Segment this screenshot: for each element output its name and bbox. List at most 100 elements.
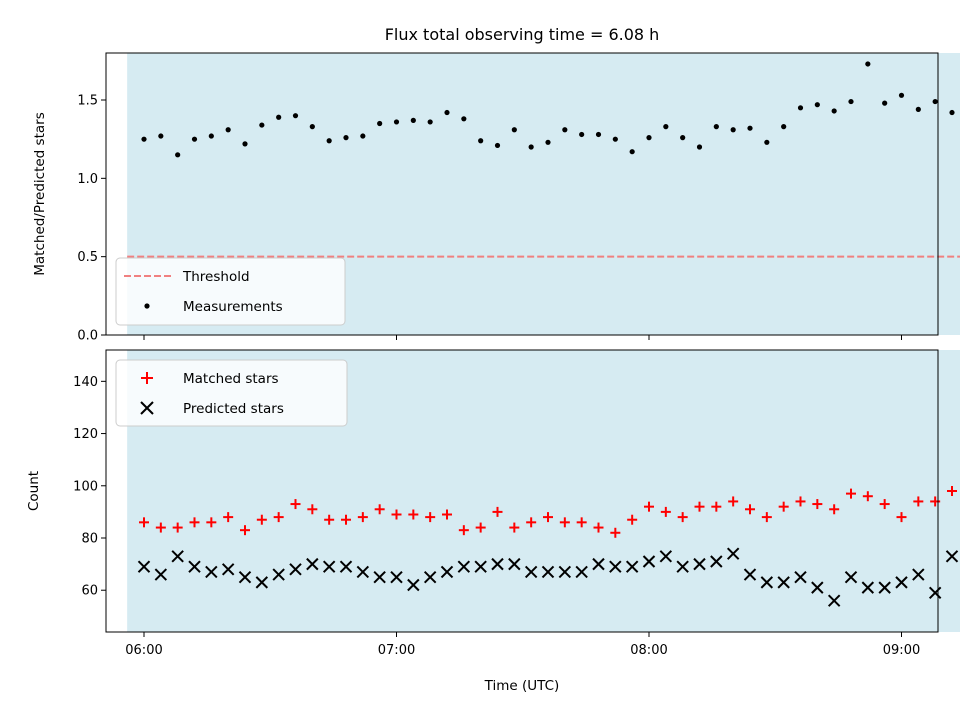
y-tick-label: 80 xyxy=(81,532,98,547)
top-panel: 0.0 0.5 1.0 1.5 Flux total observing time =… xyxy=(32,25,960,344)
predicted-star-point xyxy=(541,565,555,579)
predicted-star-point xyxy=(339,560,353,573)
measurement-point xyxy=(831,108,837,114)
predicted-star-point xyxy=(423,570,437,584)
matched-star-point xyxy=(711,501,722,512)
measurement-point xyxy=(377,120,383,127)
matched-star-point xyxy=(644,501,654,512)
matched-star-point xyxy=(374,504,385,515)
predicted-legend-swatch xyxy=(140,401,154,415)
measurement-point xyxy=(326,138,332,144)
measurement-point xyxy=(949,109,955,116)
predicted-star-point xyxy=(457,560,471,573)
measurement-point xyxy=(545,139,551,145)
predicted-star-point xyxy=(609,560,622,573)
matched-star-point xyxy=(593,522,604,533)
matched-star-point xyxy=(778,501,789,512)
top-legend: Threshold Measurements xyxy=(115,257,346,326)
predicted-star-point xyxy=(676,560,689,573)
top-y-axis-label: Matched/Predicted stars xyxy=(32,112,48,275)
matched-star-point xyxy=(341,514,351,525)
y-tick-label: 60 xyxy=(81,584,98,599)
predicted-star-point xyxy=(322,560,336,573)
measurement-point xyxy=(730,127,736,133)
measurement-point xyxy=(141,136,147,142)
predicted-star-point xyxy=(373,570,386,584)
predicted-star-point xyxy=(440,565,454,579)
predicted-star-point xyxy=(726,547,740,560)
matched-star-point xyxy=(610,527,621,538)
measurement-point xyxy=(865,61,871,67)
matched-star-point xyxy=(139,517,149,528)
y-tick-label: 0.5 xyxy=(77,250,98,265)
predicted-star-point xyxy=(508,557,521,571)
predicted-star-point xyxy=(575,565,588,579)
predicted-star-point xyxy=(642,555,656,568)
y-tick-label: 140 xyxy=(73,375,98,390)
measurement-point xyxy=(175,152,181,158)
matched-star-point xyxy=(812,499,823,510)
matched-star-point xyxy=(745,504,755,515)
predicted-star-point xyxy=(659,550,673,563)
matched-legend-label: Matched stars xyxy=(183,371,279,387)
predicted-star-point xyxy=(928,586,942,600)
predicted-star-point xyxy=(221,563,235,576)
matched-star-point xyxy=(240,525,250,536)
matched-star-point xyxy=(829,504,840,515)
matched-star-point xyxy=(256,514,267,525)
predicted-star-point xyxy=(743,568,757,581)
measurement-point xyxy=(562,127,568,133)
predicted-star-point xyxy=(861,581,875,594)
measurement-point xyxy=(461,116,467,122)
measurement-point xyxy=(444,109,450,116)
measurement-point xyxy=(680,135,686,141)
measurement-point xyxy=(898,92,905,98)
predicted-star-point xyxy=(895,576,908,589)
predicted-star-point xyxy=(491,557,504,571)
x-tick-label: 09:00 xyxy=(883,643,920,658)
matched-star-point xyxy=(846,488,856,499)
measurement-point xyxy=(882,100,888,106)
measurement-point xyxy=(595,131,602,138)
matched-star-point xyxy=(795,496,806,507)
measurements-points xyxy=(141,61,955,158)
measurement-point xyxy=(276,114,282,120)
measurement-point xyxy=(393,119,400,125)
predicted-legend-label: Predicted stars xyxy=(183,401,284,417)
predicted-star-point xyxy=(592,557,605,571)
x-tick-label: 07:00 xyxy=(378,643,415,658)
matched-star-point xyxy=(324,514,335,525)
predicted-star-point xyxy=(205,565,218,579)
measurement-point xyxy=(427,119,433,125)
matched-star-point xyxy=(694,501,705,512)
measurement-point xyxy=(612,136,618,142)
matched-star-point xyxy=(526,517,537,528)
bottom-y-axis-label: Count xyxy=(26,471,42,511)
bottom-y-ticks: 60 80 100 120 140 xyxy=(73,375,106,599)
matched-star-point xyxy=(206,517,217,528)
matched-star-point xyxy=(475,522,486,533)
y-tick-label: 1.5 xyxy=(77,94,98,109)
bottom-legend: Matched stars Predicted stars xyxy=(115,359,348,427)
measurement-point xyxy=(848,98,854,105)
measurement-point xyxy=(242,141,248,147)
y-tick-label: 1.0 xyxy=(77,172,98,187)
measurement-point xyxy=(747,125,753,131)
predicted-star-point xyxy=(289,563,302,576)
matched-star-point xyxy=(155,522,166,533)
predicted-star-point xyxy=(844,570,858,584)
matched-star-point xyxy=(290,499,301,510)
predicted-star-point xyxy=(760,576,774,589)
measurement-point xyxy=(494,142,501,149)
bottom-legend-box xyxy=(115,359,348,427)
matched-star-point xyxy=(307,504,318,515)
measurement-point xyxy=(764,139,770,145)
measurements-legend-label: Measurements xyxy=(183,299,283,315)
predicted-star-point xyxy=(945,550,959,563)
matched-star-point xyxy=(458,525,469,536)
predicted-star-point xyxy=(811,581,824,594)
matched-star-point xyxy=(627,514,638,525)
measurement-point xyxy=(343,135,349,141)
